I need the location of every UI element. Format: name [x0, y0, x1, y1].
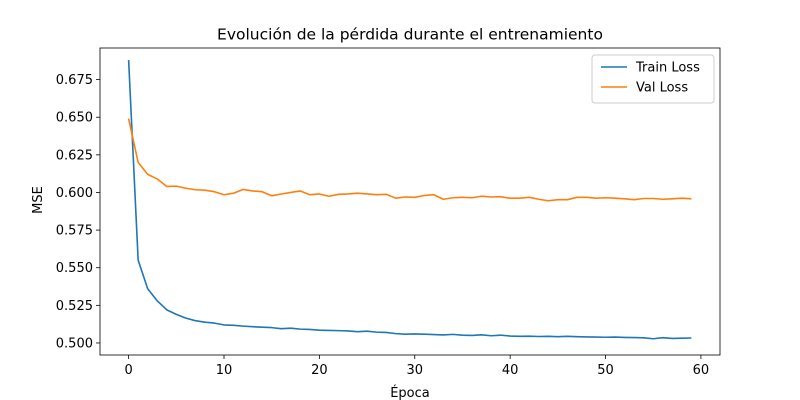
legend-label-val-loss: Val Loss — [636, 81, 688, 96]
y-tick-label: 0.525 — [56, 299, 93, 314]
y-tick-label: 0.575 — [56, 224, 93, 239]
x-axis-label: Época — [390, 385, 430, 400]
y-axis-label: MSE — [31, 186, 46, 214]
x-tick-label: 40 — [502, 363, 519, 378]
y-tick-label: 0.600 — [56, 186, 93, 201]
series-line-train-loss — [127, 60, 692, 340]
chart-title: Evolución de la pérdida durante el entre… — [217, 26, 603, 44]
x-tick-label: 50 — [597, 363, 614, 378]
x-tick-label: 20 — [311, 363, 328, 378]
y-tick-label: 0.650 — [56, 111, 93, 126]
y-tick-label: 0.550 — [56, 261, 93, 276]
y-tick-label: 0.625 — [56, 148, 93, 163]
axes-frame — [99, 47, 721, 356]
y-tick-label: 0.500 — [56, 336, 93, 351]
series-line-val-loss — [127, 118, 692, 202]
x-tick-label: 0 — [124, 363, 132, 378]
x-tick-label: 30 — [406, 363, 423, 378]
x-tick-label: 60 — [693, 363, 710, 378]
x-tick-label: 10 — [216, 363, 233, 378]
legend-label-train-loss: Train Loss — [635, 61, 700, 76]
y-tick-label: 0.675 — [56, 73, 93, 88]
plot-area: 0 10 20 30 40 50 60 0.500 0.525 0.550 0.575 0.600 0.… — [56, 47, 721, 378]
